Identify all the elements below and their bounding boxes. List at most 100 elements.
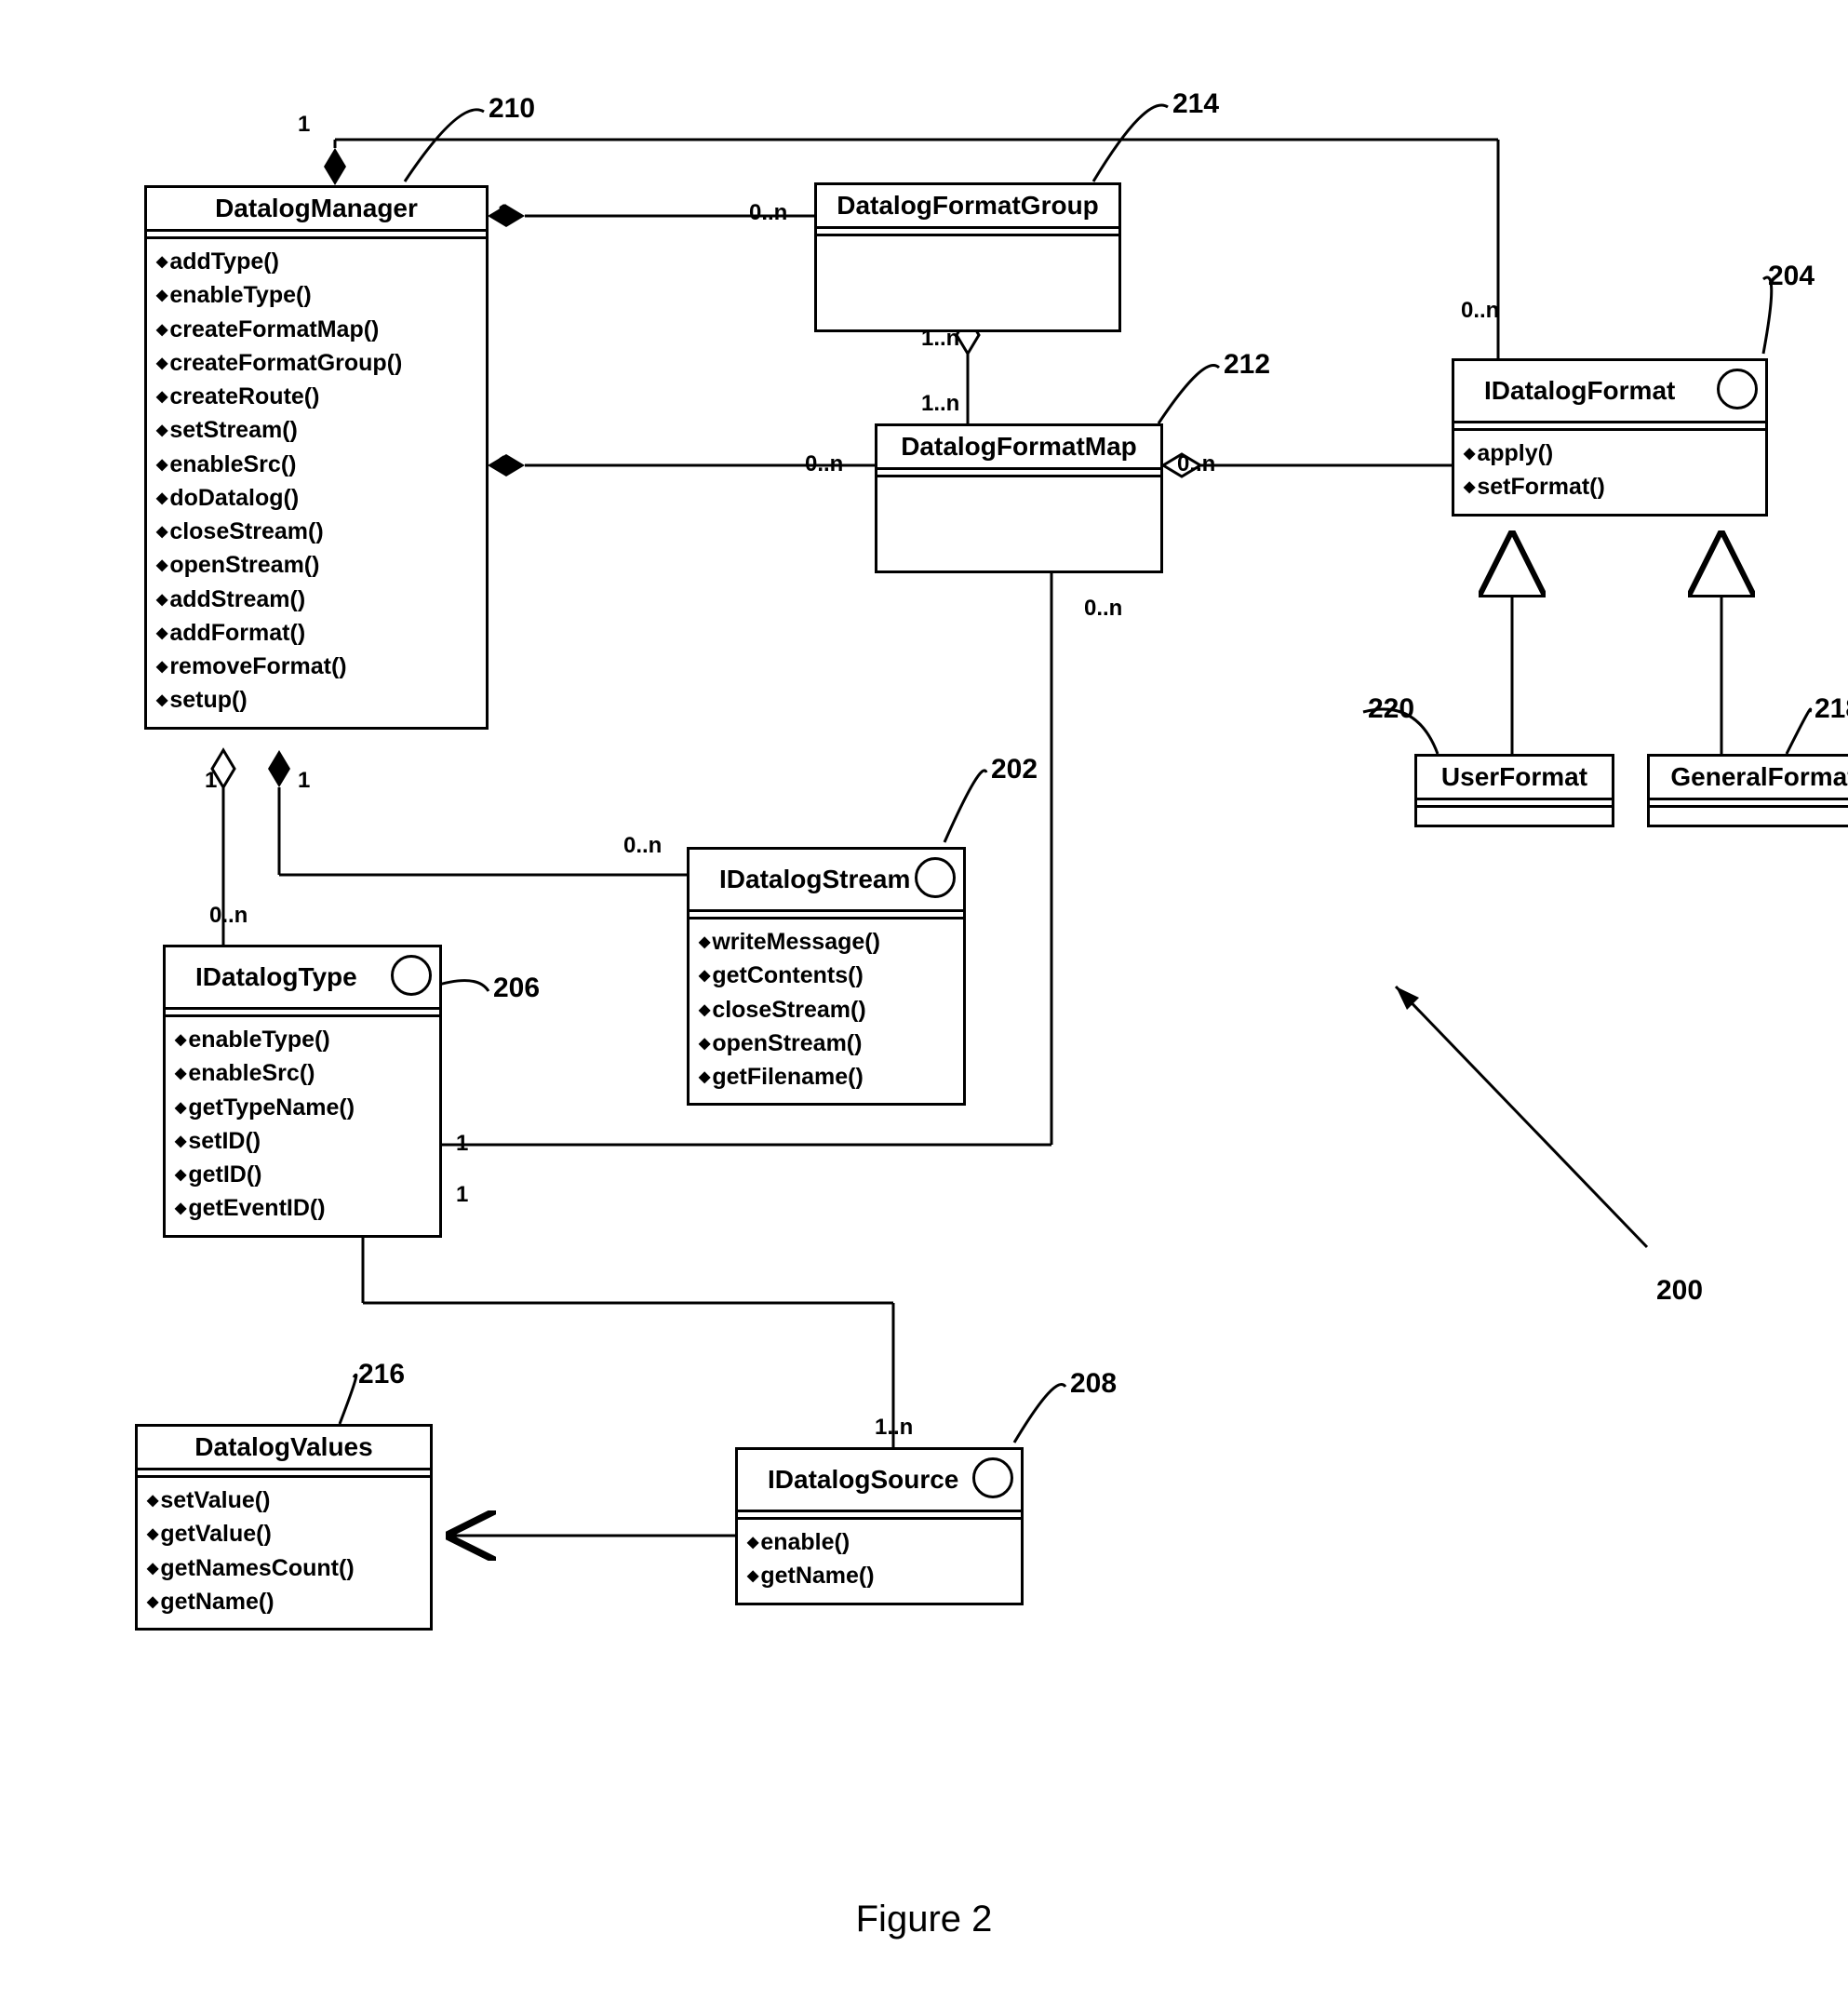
class-name: GeneralFormat [1650, 757, 1848, 800]
operation: enableType() [175, 1023, 430, 1056]
callout-208: 208 [1070, 1368, 1117, 1400]
operation: enableSrc() [156, 448, 476, 481]
operation: getID() [175, 1158, 430, 1191]
uml-class-IDatalogStream: IDatalogStream writeMessage()getContents(… [687, 847, 966, 1106]
operation: addStream() [156, 583, 476, 616]
uml-class-UserFormat: UserFormat [1414, 754, 1614, 827]
multiplicity: 1 [456, 1182, 468, 1208]
operation: getTypeName() [175, 1091, 430, 1124]
uml-class-DatalogValues: DatalogValuessetValue()getValue()getName… [135, 1424, 433, 1631]
operation: getNamesCount() [147, 1551, 421, 1585]
multiplicity: 0..n [1177, 451, 1215, 477]
class-operations [1417, 808, 1612, 825]
class-operations: enable()getName() [738, 1520, 1021, 1603]
operation: createFormatGroup() [156, 346, 476, 380]
class-name: IDatalogSource [738, 1450, 1021, 1512]
class-operations [817, 236, 1118, 329]
uml-class-DatalogFormatGroup: DatalogFormatGroup [814, 182, 1121, 332]
operation: closeStream() [699, 993, 954, 1027]
operation: apply() [1464, 436, 1756, 470]
class-divider [690, 912, 963, 919]
multiplicity: 1 [205, 768, 217, 794]
multiplicity: 0..n [209, 903, 248, 929]
multiplicity: 1..n [921, 391, 959, 417]
class-name: IDatalogType [166, 947, 439, 1010]
callout-218: 218 [1815, 693, 1848, 725]
multiplicity: 1 [298, 768, 310, 794]
class-operations: apply()setFormat() [1454, 431, 1765, 514]
operation: setStream() [156, 413, 476, 447]
class-operations: setValue()getValue()getNamesCount()getNa… [138, 1478, 430, 1628]
uml-class-DatalogManager: DatalogManager addType()enableType()creat… [144, 185, 489, 730]
class-divider [817, 229, 1118, 236]
operation: openStream() [156, 548, 476, 582]
uml-class-IDatalogFormat: IDatalogFormat apply()setFormat() [1452, 358, 1768, 517]
multiplicity: 1 [298, 112, 310, 138]
multiplicity: 0..n [1461, 298, 1499, 324]
operation: setValue() [147, 1483, 421, 1517]
multiplicity: 1 [456, 1131, 468, 1157]
callout-216: 216 [358, 1359, 405, 1390]
interface-icon [915, 857, 956, 898]
callout-210: 210 [489, 93, 535, 125]
class-name: IDatalogFormat [1454, 361, 1765, 423]
operation: getValue() [147, 1517, 421, 1550]
operation: getContents() [699, 959, 954, 992]
operation: createFormatMap() [156, 313, 476, 346]
operation: getName() [147, 1585, 421, 1618]
class-divider [738, 1512, 1021, 1520]
class-divider [1454, 423, 1765, 431]
class-operations [1650, 808, 1848, 825]
class-operations: addType()enableType()createFormatMap()cr… [147, 239, 486, 727]
uml-class-DatalogFormatMap: DatalogFormatMap [875, 423, 1163, 573]
figure-label: Figure 2 [856, 1899, 993, 1940]
operation: addFormat() [156, 616, 476, 650]
multiplicity: 0..n [623, 833, 662, 859]
callout-206: 206 [493, 973, 540, 1004]
operation: setFormat() [1464, 470, 1756, 503]
operation: createRoute() [156, 380, 476, 413]
multiplicity: 0..n [749, 200, 787, 226]
operation: removeFormat() [156, 650, 476, 683]
callout-204: 204 [1768, 261, 1815, 292]
interface-icon [972, 1457, 1013, 1498]
multiplicity: 0..n [805, 451, 843, 477]
operation: enableType() [156, 278, 476, 312]
interface-icon [391, 955, 432, 996]
uml-class-GeneralFormat: GeneralFormat [1647, 754, 1848, 827]
operation: enable() [747, 1525, 1011, 1559]
multiplicity: 0..n [1084, 596, 1122, 622]
class-name: IDatalogStream [690, 850, 963, 912]
multiplicity: 1 [498, 200, 510, 226]
class-divider [877, 470, 1160, 477]
class-divider [166, 1010, 439, 1017]
operation: doDatalog() [156, 481, 476, 515]
class-divider [1650, 800, 1848, 808]
callout-220: 220 [1368, 693, 1414, 725]
multiplicity: 1..n [875, 1415, 913, 1441]
operation: enableSrc() [175, 1056, 430, 1090]
multiplicity: 1 [498, 451, 510, 477]
class-name: DatalogManager [147, 188, 486, 232]
operation: getEventID() [175, 1191, 430, 1225]
class-divider [147, 232, 486, 239]
class-divider [1417, 800, 1612, 808]
operation: openStream() [699, 1027, 954, 1060]
class-operations: enableType()enableSrc()getTypeName()setI… [166, 1017, 439, 1235]
uml-class-IDatalogSource: IDatalogSource enable()getName() [735, 1447, 1024, 1605]
class-divider [138, 1470, 430, 1478]
class-name: DatalogValues [138, 1427, 430, 1470]
uml-class-IDatalogType: IDatalogType enableType()enableSrc()getTy… [163, 945, 442, 1238]
class-name: DatalogFormatMap [877, 426, 1160, 470]
interface-icon [1717, 369, 1758, 409]
diagram-ref-200: 200 [1656, 1275, 1703, 1307]
class-operations [877, 477, 1160, 570]
operation: getName() [747, 1559, 1011, 1592]
operation: getFilename() [699, 1060, 954, 1094]
operation: writeMessage() [699, 925, 954, 959]
operation: setup() [156, 683, 476, 717]
callout-212: 212 [1224, 349, 1270, 381]
class-operations: writeMessage()getContents()closeStream()… [690, 919, 963, 1103]
operation: setID() [175, 1124, 430, 1158]
callout-214: 214 [1172, 88, 1219, 120]
